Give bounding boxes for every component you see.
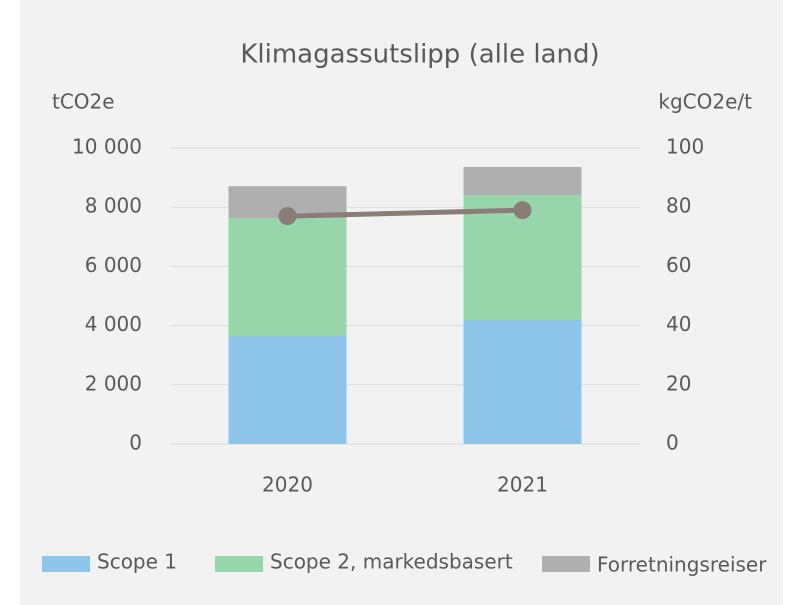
y-tick-label: 8 000: [85, 194, 142, 218]
legend-label: Scope 2, markedsbasert: [270, 550, 513, 574]
y-tick-label: 2 000: [85, 371, 142, 395]
bar-segment: [228, 218, 347, 336]
y2-axis-label: kgCO2e/t: [658, 90, 752, 114]
legend-label: Forretningsreiser: [597, 553, 767, 577]
y-tick-label: 10 000: [72, 135, 142, 159]
y-tick-label: 0: [129, 431, 142, 455]
x-tick-label: 2020: [262, 473, 313, 497]
legend-swatch: [42, 556, 90, 572]
x-tick-label: 2021: [497, 473, 548, 497]
y2-tick-label: 100: [666, 135, 704, 159]
y2-tick-label: 40: [666, 312, 691, 336]
legend-swatch: [542, 556, 590, 572]
y-axis-label: tCO2e: [52, 90, 115, 114]
y2-tick-label: 80: [666, 194, 691, 218]
legend-swatch: [215, 556, 263, 572]
bar-segment: [228, 335, 347, 444]
line-series: [287, 207, 523, 219]
y2-tick-label: 60: [666, 253, 691, 277]
y-tick-label: 6 000: [85, 253, 142, 277]
chart-title: Klimagassutslipp (alle land): [240, 40, 599, 70]
bar-segment: [463, 166, 582, 196]
chart-background: [20, 0, 783, 605]
line-marker: [513, 201, 532, 220]
y2-tick-label: 0: [666, 431, 679, 455]
y-tick-label: 4 000: [85, 312, 142, 336]
y2-tick-label: 20: [666, 371, 691, 395]
bar-segment: [463, 319, 582, 444]
line-marker: [278, 207, 297, 226]
legend-label: Scope 1: [97, 550, 177, 574]
